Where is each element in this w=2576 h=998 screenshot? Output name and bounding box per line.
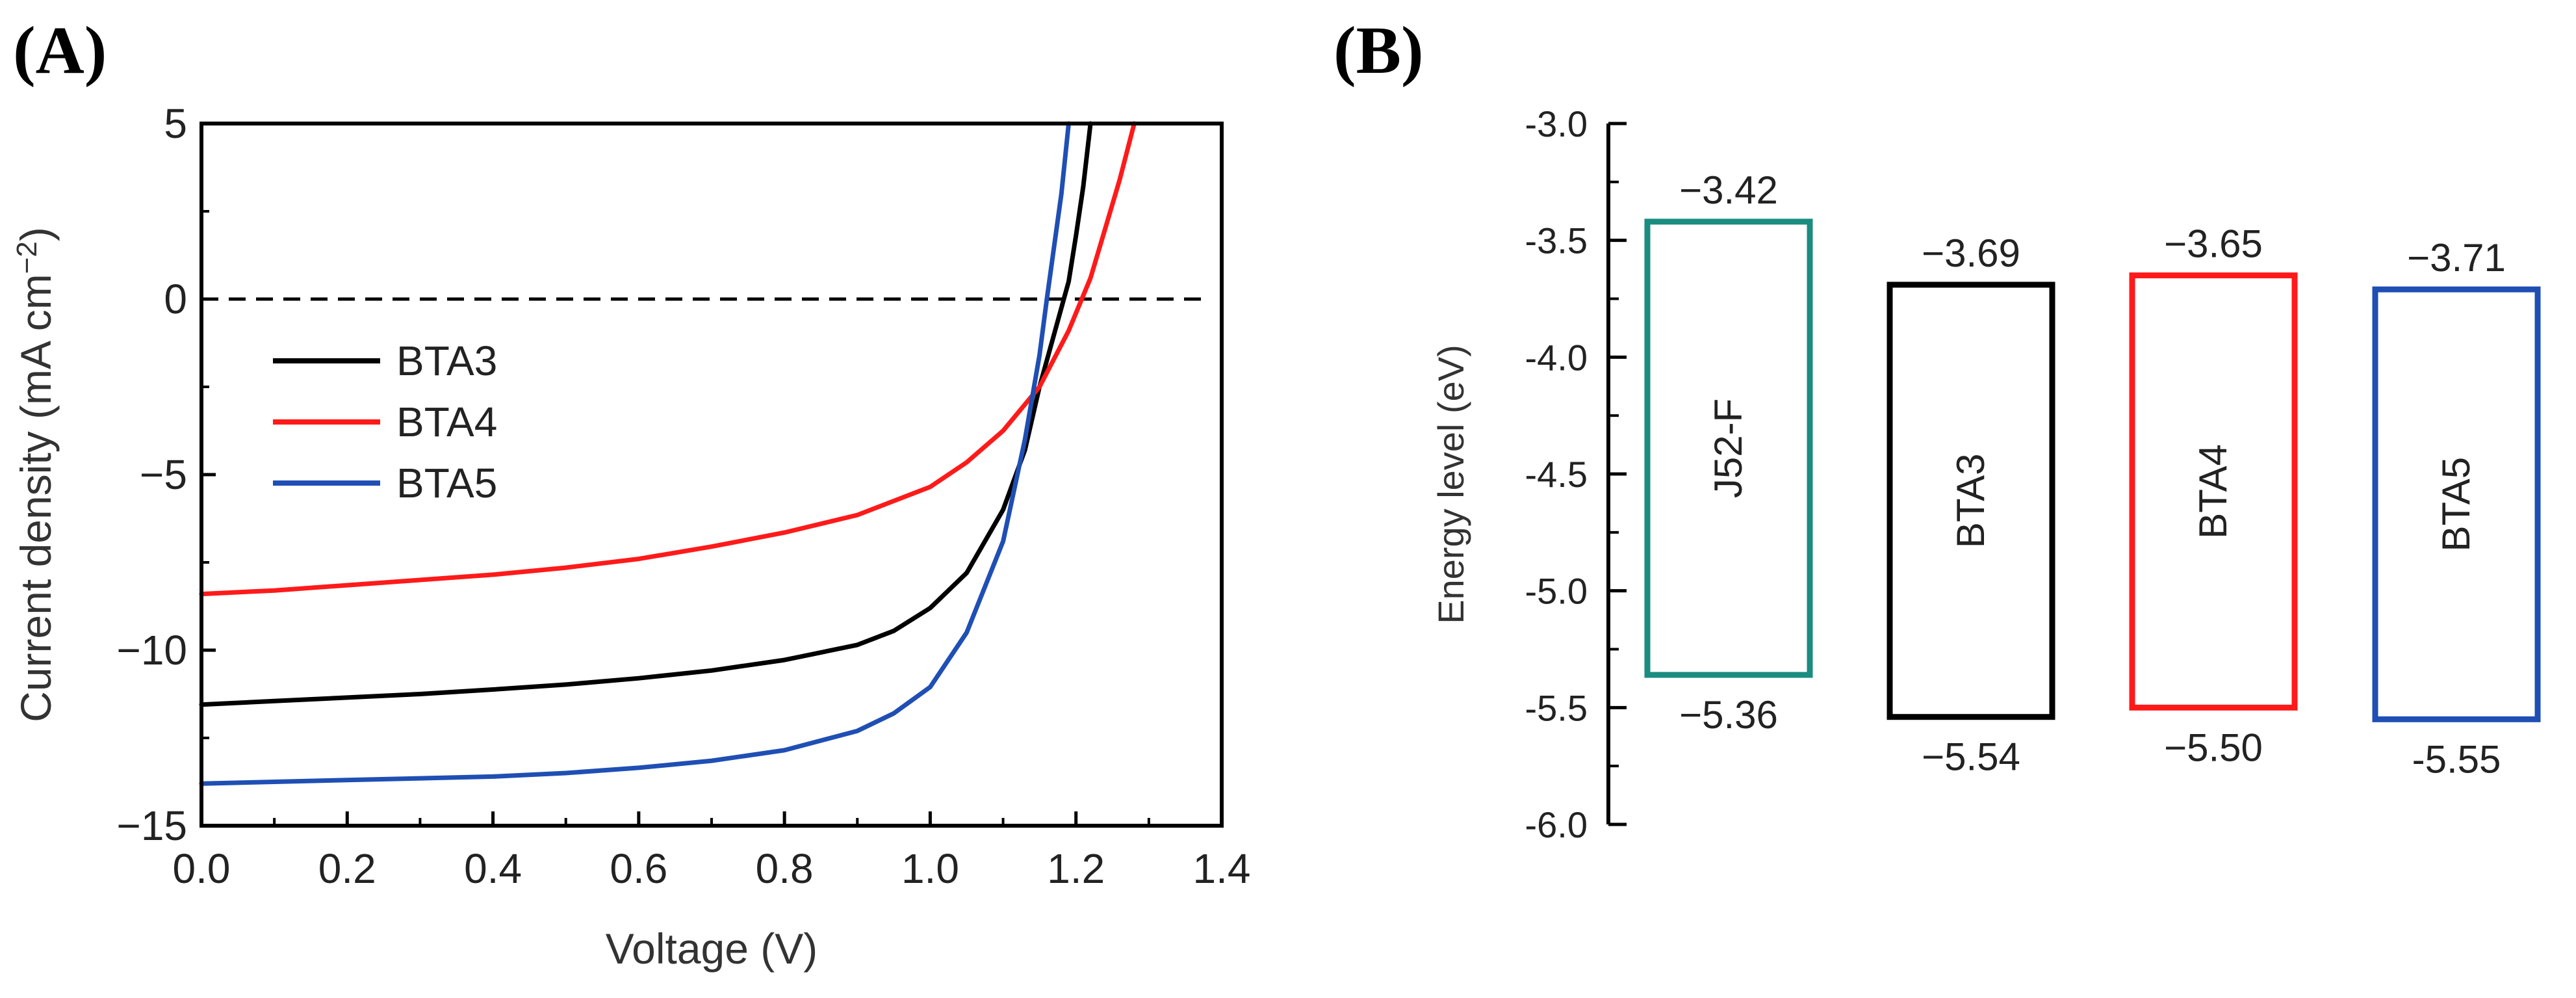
panel-a-series — [199, 121, 1137, 786]
y-tick-label: -3.5 — [1525, 220, 1588, 261]
homo-label: −5.50 — [2164, 726, 2263, 769]
energy-box-bta5: −3.71 -5.55 BTA5 — [2372, 236, 2541, 781]
lumo-label: −3.42 — [1679, 168, 1778, 212]
x-tick-label: 0.6 — [610, 845, 667, 892]
legend-label-bta5: BTA5 — [396, 460, 497, 506]
panel-b-y-axis-title: Energy level (eV) — [1430, 345, 1471, 624]
panel-a-ticks: 0.0 0.2 0.4 0.6 0.8 1.0 1.2 1.4 5 0 −5 −10 −15 — [116, 100, 1250, 892]
panel-b-energy-boxes: −3.42 −5.36 J52-F −3.69 −5.54 BTA3 −3.65 −5.50 B… — [1644, 168, 2541, 781]
energy-box-bta4: −3.65 −5.50 BTA4 — [2129, 222, 2298, 769]
lumo-label: −3.69 — [1922, 231, 2020, 275]
energy-box-rect — [2372, 286, 2541, 722]
material-label: J52-F — [1707, 399, 1750, 498]
panel-a: (A) 0.0 0.2 0.4 0.6 0.8 1.0 1.2 1.4 5 0 −5 −10 −15 V… — [11, 13, 1250, 973]
energy-box-bta3: −3.69 −5.54 BTA3 — [1887, 231, 2055, 779]
material-label: BTA5 — [2434, 457, 2478, 552]
y-tick-label: −5 — [140, 451, 187, 498]
material-label: BTA4 — [2191, 444, 2235, 539]
panel-b-ticks: -3.0 -3.5 -4.0 -4.5 -5.0 -5.5 -6.0 — [1525, 103, 1627, 845]
material-label: BTA3 — [1949, 454, 1992, 549]
x-tick-label: 0.2 — [318, 845, 376, 892]
y-tick-label: -4.5 — [1525, 454, 1588, 495]
homo-label: −5.54 — [1922, 735, 2020, 779]
y-tick-label: -5.0 — [1525, 571, 1588, 612]
panel-a-legend: BTA3 BTA4 BTA5 — [273, 337, 497, 506]
series-line-bta5 — [199, 121, 1071, 786]
x-tick-label: 1.0 — [901, 845, 959, 892]
x-tick-label: 0.4 — [464, 845, 522, 892]
x-tick-label: 1.4 — [1193, 845, 1251, 892]
legend-label-bta3: BTA3 — [396, 337, 497, 384]
series-line-bta4 — [199, 121, 1137, 597]
panel-a-y-axis-title: Current density (mA cm−2) — [11, 227, 60, 722]
energy-box-rect — [2129, 272, 2298, 711]
panel-a-plot-frame — [200, 122, 1224, 828]
panel-b-label: (B) — [1333, 13, 1424, 88]
lumo-label: −3.65 — [2164, 222, 2263, 266]
homo-label: −5.36 — [1679, 693, 1778, 737]
energy-box-rect — [1887, 282, 2055, 720]
panel-a-y-axis-title-superscript: −2 — [11, 241, 43, 274]
legend-label-bta4: BTA4 — [396, 399, 497, 445]
y-tick-label: -4.0 — [1525, 337, 1588, 378]
x-tick-label: 1.2 — [1047, 845, 1105, 892]
y-tick-label: -5.5 — [1525, 687, 1588, 728]
x-tick-label: 0.8 — [756, 845, 814, 892]
lumo-label: −3.71 — [2407, 236, 2506, 280]
panel-a-y-axis-title-main: Current density (mA cm — [12, 274, 60, 722]
y-tick-label: 5 — [164, 100, 187, 147]
panel-a-label: (A) — [13, 13, 107, 88]
y-tick-label: −10 — [116, 627, 187, 674]
x-tick-label: 0.0 — [173, 845, 231, 892]
panel-b: (B) -3.0 -3.5 -4.0 -4.5 -5.0 -5.5 -6.0 Energy … — [1333, 13, 2541, 845]
energy-box-j52-f: −3.42 −5.36 J52-F — [1644, 168, 1813, 737]
y-tick-label: 0 — [164, 276, 187, 322]
series-line-bta3 — [199, 121, 1093, 707]
y-tick-label: -6.0 — [1525, 804, 1588, 845]
homo-label: -5.55 — [2412, 737, 2501, 781]
y-tick-label: −15 — [116, 802, 187, 849]
y-tick-label: -3.0 — [1525, 103, 1588, 144]
energy-box-rect — [1644, 218, 1813, 678]
panel-a-y-axis-title-close: ) — [12, 227, 60, 241]
panel-a-x-axis-title: Voltage (V) — [606, 925, 818, 973]
